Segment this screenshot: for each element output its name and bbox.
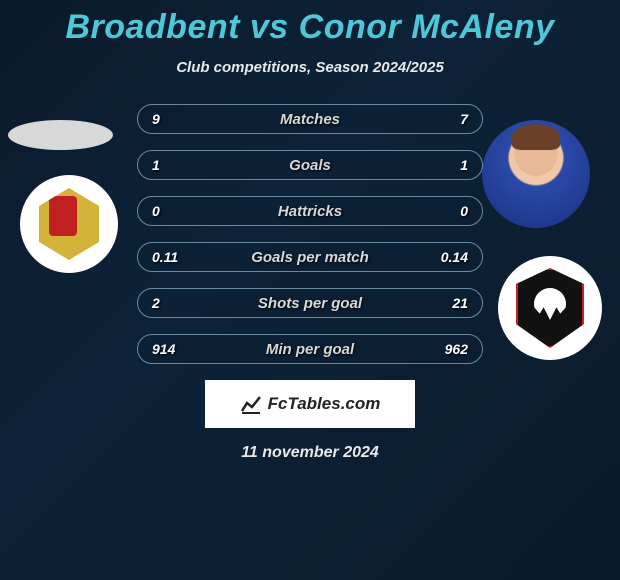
stat-right-value: 21	[428, 295, 468, 311]
player1-club-crest	[20, 175, 118, 273]
stat-label: Min per goal	[266, 341, 354, 358]
brand-watermark: FcTables.com	[205, 380, 415, 428]
stat-left-value: 1	[152, 157, 192, 173]
page-title: Broadbent vs Conor McAleny	[0, 0, 620, 47]
player2-avatar	[482, 120, 590, 228]
player1-avatar-placeholder	[8, 120, 113, 150]
date-label: 11 november 2024	[0, 444, 620, 462]
stat-label: Goals per match	[251, 249, 369, 266]
player2-club-crest	[498, 256, 602, 360]
stat-label: Hattricks	[278, 203, 342, 220]
stat-row-hattricks: 0 Hattricks 0	[137, 196, 483, 226]
stat-right-value: 0.14	[428, 249, 468, 265]
crest1-shield-icon	[39, 188, 99, 260]
stat-right-value: 0	[428, 203, 468, 219]
stat-row-min-per-goal: 914 Min per goal 962	[137, 334, 483, 364]
stat-row-goals-per-match: 0.11 Goals per match 0.14	[137, 242, 483, 272]
stat-row-goals: 1 Goals 1	[137, 150, 483, 180]
stat-label: Matches	[280, 111, 340, 128]
brand-text: FcTables.com	[268, 394, 381, 414]
stat-left-value: 0	[152, 203, 192, 219]
stat-label: Goals	[289, 157, 331, 174]
stat-right-value: 1	[428, 157, 468, 173]
stat-right-value: 962	[428, 341, 468, 357]
crest2-shield-icon	[516, 268, 584, 348]
stat-right-value: 7	[428, 111, 468, 127]
stat-row-shots-per-goal: 2 Shots per goal 21	[137, 288, 483, 318]
stat-label: Shots per goal	[258, 295, 362, 312]
stat-left-value: 9	[152, 111, 192, 127]
stat-row-matches: 9 Matches 7	[137, 104, 483, 134]
brand-chart-icon	[240, 393, 262, 415]
stat-left-value: 914	[152, 341, 192, 357]
stats-table: 9 Matches 7 1 Goals 1 0 Hattricks 0 0.11…	[137, 104, 483, 364]
stat-left-value: 2	[152, 295, 192, 311]
subtitle: Club competitions, Season 2024/2025	[0, 59, 620, 76]
stat-left-value: 0.11	[152, 249, 192, 265]
